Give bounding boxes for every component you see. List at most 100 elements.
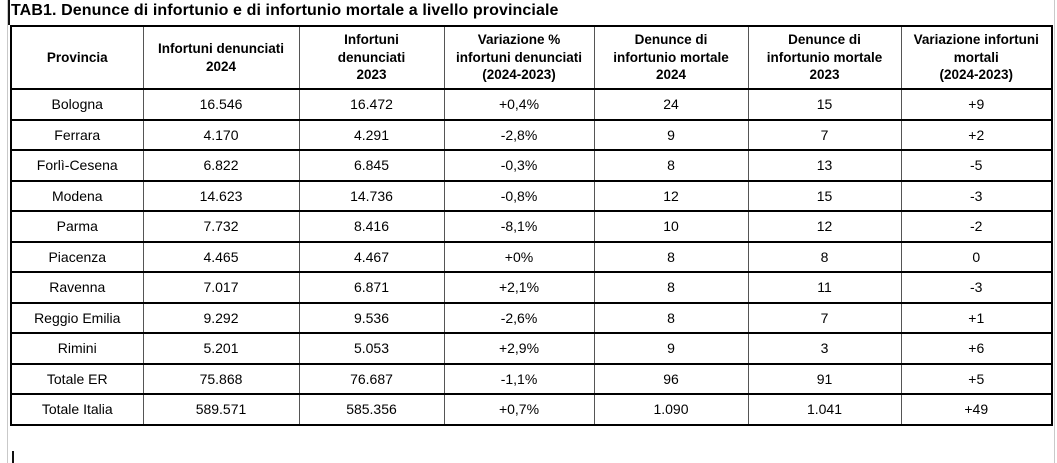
column-header: Variazione infortuni mortali (2024-2023) bbox=[900, 25, 1053, 90]
value-cell: -0,3% bbox=[443, 149, 595, 182]
value-cell: 24 bbox=[593, 88, 749, 121]
column-header: Variazione % infortuni denunciati (2024-… bbox=[443, 25, 595, 90]
value-cell: 15 bbox=[747, 179, 902, 212]
value-cell: 7.017 bbox=[142, 271, 300, 304]
province-cell: Ferrara bbox=[10, 118, 144, 151]
province-cell: Totale Italia bbox=[10, 393, 144, 426]
value-cell: 16.546 bbox=[142, 88, 300, 121]
province-cell: Reggio Emilia bbox=[10, 301, 144, 334]
column-header: Denunce di infortunio mortale 2023 bbox=[747, 25, 902, 90]
column-header: Provincia bbox=[10, 25, 144, 90]
value-cell: +0% bbox=[443, 240, 595, 273]
province-cell: Rimini bbox=[10, 332, 144, 365]
table-title: TAB1. Denunce di infortunio e di infortu… bbox=[11, 2, 559, 19]
column-header: Infortuni denunciati 2023 bbox=[298, 25, 445, 90]
value-cell: +1 bbox=[900, 301, 1053, 334]
value-cell: -2,6% bbox=[443, 301, 595, 334]
table-row: Totale ER 75.868 76.687 -1,1% 96 91 +5 bbox=[10, 362, 1053, 395]
province-cell: Parma bbox=[10, 210, 144, 243]
value-cell: 8 bbox=[593, 301, 749, 334]
value-cell: +2 bbox=[900, 118, 1053, 151]
value-cell: -5 bbox=[900, 149, 1053, 182]
value-cell: 75.868 bbox=[142, 362, 300, 395]
value-cell: +0,7% bbox=[443, 393, 595, 426]
value-cell: 5.201 bbox=[142, 332, 300, 365]
text-cursor-title bbox=[8, 0, 10, 25]
value-cell: 8 bbox=[747, 240, 902, 273]
value-cell: 7 bbox=[747, 118, 902, 151]
value-cell: +2,1% bbox=[443, 271, 595, 304]
value-cell: 9 bbox=[593, 118, 749, 151]
value-cell: 9.536 bbox=[298, 301, 445, 334]
value-cell: 6.871 bbox=[298, 271, 445, 304]
value-cell: 12 bbox=[593, 179, 749, 212]
value-cell: 1.090 bbox=[593, 393, 749, 426]
table-row: Reggio Emilia 9.292 9.536 -2,6% 8 7 +1 bbox=[10, 301, 1053, 334]
value-cell: 91 bbox=[747, 362, 902, 395]
value-cell: 7 bbox=[747, 301, 902, 334]
value-cell: 12 bbox=[747, 210, 902, 243]
column-header: Denunce di infortunio mortale 2024 bbox=[593, 25, 749, 90]
province-cell: Totale ER bbox=[10, 362, 144, 395]
injury-claims-table: Provincia Infortuni denunciati 2024 Infort… bbox=[10, 25, 1053, 426]
text-boundary-left-line bbox=[7, 0, 8, 463]
value-cell: -0,8% bbox=[443, 179, 595, 212]
table-row: Totale Italia 589.571 585.356 +0,7% 1.090 1.0… bbox=[10, 393, 1053, 426]
table-row: Forlì-Cesena 6.822 6.845 -0,3% 8 13 -5 bbox=[10, 149, 1053, 182]
header-row: Provincia Infortuni denunciati 2024 Infort… bbox=[10, 25, 1053, 90]
value-cell: -1,1% bbox=[443, 362, 595, 395]
province-cell: Modena bbox=[10, 179, 144, 212]
value-cell: 9 bbox=[593, 332, 749, 365]
table-row: Bologna 16.546 16.472 +0,4% 24 15 +9 bbox=[10, 88, 1053, 121]
province-cell: Ravenna bbox=[10, 271, 144, 304]
text-boundary-right-line bbox=[1054, 0, 1055, 463]
table-row: Parma 7.732 8.416 -8,1% 10 12 -2 bbox=[10, 210, 1053, 243]
table-row: Piacenza 4.465 4.467 +0% 8 8 0 bbox=[10, 240, 1053, 273]
value-cell: 6.845 bbox=[298, 149, 445, 182]
value-cell: +6 bbox=[900, 332, 1053, 365]
column-header: Infortuni denunciati 2024 bbox=[142, 25, 300, 90]
table-row: Rimini 5.201 5.053 +2,9% 9 3 +6 bbox=[10, 332, 1053, 365]
table-body: Bologna 16.546 16.472 +0,4% 24 15 +9 Ferrara 4.1… bbox=[10, 88, 1053, 426]
value-cell: 585.356 bbox=[298, 393, 445, 426]
value-cell: 4.291 bbox=[298, 118, 445, 151]
value-cell: +9 bbox=[900, 88, 1053, 121]
value-cell: 8 bbox=[593, 240, 749, 273]
value-cell: 1.041 bbox=[747, 393, 902, 426]
value-cell: -8,1% bbox=[443, 210, 595, 243]
value-cell: 16.472 bbox=[298, 88, 445, 121]
province-cell: Piacenza bbox=[10, 240, 144, 273]
value-cell: 9.292 bbox=[142, 301, 300, 334]
value-cell: +2,9% bbox=[443, 332, 595, 365]
value-cell: 8 bbox=[593, 149, 749, 182]
value-cell: 5.053 bbox=[298, 332, 445, 365]
province-cell: Forlì-Cesena bbox=[10, 149, 144, 182]
value-cell: 7.732 bbox=[142, 210, 300, 243]
text-cursor-after-table bbox=[12, 451, 14, 463]
value-cell: 14.623 bbox=[142, 179, 300, 212]
value-cell: 0 bbox=[900, 240, 1053, 273]
table-row: Ferrara 4.170 4.291 -2,8% 9 7 +2 bbox=[10, 118, 1053, 151]
value-cell: 96 bbox=[593, 362, 749, 395]
value-cell: -2 bbox=[900, 210, 1053, 243]
value-cell: +5 bbox=[900, 362, 1053, 395]
value-cell: 15 bbox=[747, 88, 902, 121]
value-cell: 4.170 bbox=[142, 118, 300, 151]
value-cell: -2,8% bbox=[443, 118, 595, 151]
value-cell: 8.416 bbox=[298, 210, 445, 243]
value-cell: 589.571 bbox=[142, 393, 300, 426]
value-cell: +0,4% bbox=[443, 88, 595, 121]
value-cell: +49 bbox=[900, 393, 1053, 426]
table-header: Provincia Infortuni denunciati 2024 Infort… bbox=[10, 25, 1053, 90]
value-cell: 10 bbox=[593, 210, 749, 243]
table-row: Modena 14.623 14.736 -0,8% 12 15 -3 bbox=[10, 179, 1053, 212]
value-cell: 4.467 bbox=[298, 240, 445, 273]
value-cell: 76.687 bbox=[298, 362, 445, 395]
table-row: Ravenna 7.017 6.871 +2,1% 8 11 -3 bbox=[10, 271, 1053, 304]
value-cell: -3 bbox=[900, 179, 1053, 212]
value-cell: 4.465 bbox=[142, 240, 300, 273]
value-cell: -3 bbox=[900, 271, 1053, 304]
value-cell: 3 bbox=[747, 332, 902, 365]
value-cell: 13 bbox=[747, 149, 902, 182]
